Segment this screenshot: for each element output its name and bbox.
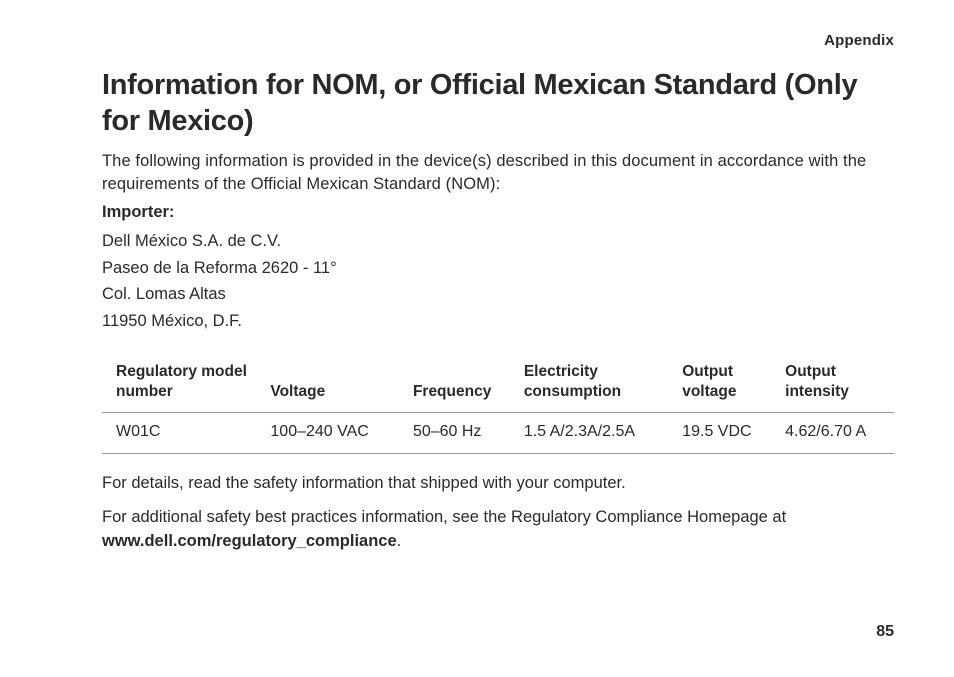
spec-table: Regulatory model number Voltage Frequenc… [102,356,894,454]
td-regulatory-model: W01C [102,413,260,454]
footer-line-1: For details, read the safety information… [102,472,894,496]
importer-line-3: 11950 México, D.F. [102,308,894,334]
td-output-intensity: 4.62/6.70 A [775,413,894,454]
td-voltage: 100–240 VAC [260,413,403,454]
page-title: Information for NOM, or Official Mexican… [102,67,894,140]
footer-line-2-pre: For additional safety best practices inf… [102,508,786,526]
compliance-url: www.dell.com/regulatory_compliance [102,532,397,550]
th-electricity: Electricity consumption [514,356,672,413]
table-header-row: Regulatory model number Voltage Frequenc… [102,356,894,413]
td-frequency: 50–60 Hz [403,413,514,454]
th-output-intensity: Output intensity [775,356,894,413]
page-number: 85 [876,623,894,641]
table-row: W01C 100–240 VAC 50–60 Hz 1.5 A/2.3A/2.5… [102,413,894,454]
td-electricity: 1.5 A/2.3A/2.5A [514,413,672,454]
intro-paragraph: The following information is provided in… [102,150,894,198]
section-header: Appendix [102,32,894,49]
importer-label: Importer: [102,203,894,222]
td-output-voltage: 19.5 VDC [672,413,775,454]
footer-line-2-post: . [397,532,402,550]
th-regulatory-model: Regulatory model number [102,356,260,413]
footer-line-2: For additional safety best practices inf… [102,506,894,554]
th-voltage: Voltage [260,356,403,413]
th-frequency: Frequency [403,356,514,413]
importer-line-0: Dell México S.A. de C.V. [102,228,894,254]
importer-line-2: Col. Lomas Altas [102,281,894,307]
importer-line-1: Paseo de la Reforma 2620 - 11° [102,255,894,281]
th-output-voltage: Output voltage [672,356,775,413]
